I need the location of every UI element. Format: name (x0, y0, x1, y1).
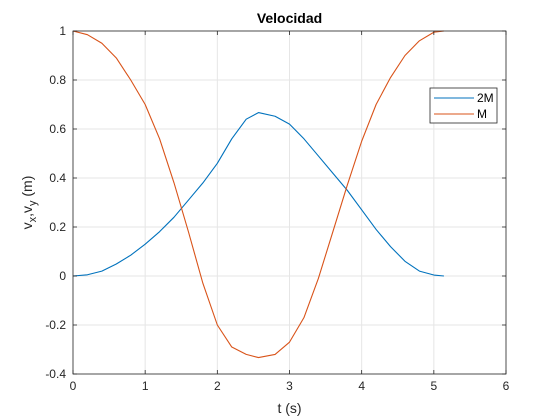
y-tick-label-0: -0.4 (45, 367, 66, 381)
x-tick-label-2: 2 (214, 379, 221, 393)
y-tick-label-5: 0.6 (49, 122, 66, 136)
x-tick-label-0: 0 (70, 379, 77, 393)
y-tick-label-7: 1 (59, 24, 66, 38)
x-tick-label-5: 5 (430, 379, 437, 393)
legend-box (429, 87, 498, 124)
y-label-sep: ,v (19, 206, 35, 217)
x-axis-label: t (s) (277, 400, 301, 416)
legend: 2M M (429, 87, 498, 124)
x-tick-label-1: 1 (142, 379, 149, 393)
series-layer (72, 30, 445, 359)
y-label-v1: v (19, 222, 35, 229)
y-tick-label-1: -0.2 (45, 318, 66, 332)
legend-label-2M: 2M (477, 91, 494, 105)
y-axis-label: vx,vy (m) (19, 176, 39, 230)
y-tick-label-4: 0.4 (49, 171, 66, 185)
series-line-2M (72, 112, 444, 277)
y-tick-label-2: 0 (59, 269, 66, 283)
y-label-sub-y: y (27, 200, 39, 206)
ticks: 0 1 2 3 4 5 6 -0.4 -0.2 0 0.2 0.4 0.6 0.8 1 (45, 24, 509, 393)
legend-label-M: M (477, 107, 487, 121)
y-label-sub-x: x (27, 216, 39, 222)
chart-title: Velocidad (257, 10, 322, 26)
legend-items: 2M M (434, 91, 494, 121)
x-tick-label-4: 4 (358, 379, 365, 393)
x-tick-label-3: 3 (286, 379, 293, 393)
series-line-M (72, 30, 445, 359)
x-tick-label-6: 6 (503, 379, 510, 393)
y-label-rest: (m) (19, 176, 35, 201)
y-tick-label-6: 0.8 (49, 73, 66, 87)
y-tick-label-3: 0.2 (49, 220, 66, 234)
